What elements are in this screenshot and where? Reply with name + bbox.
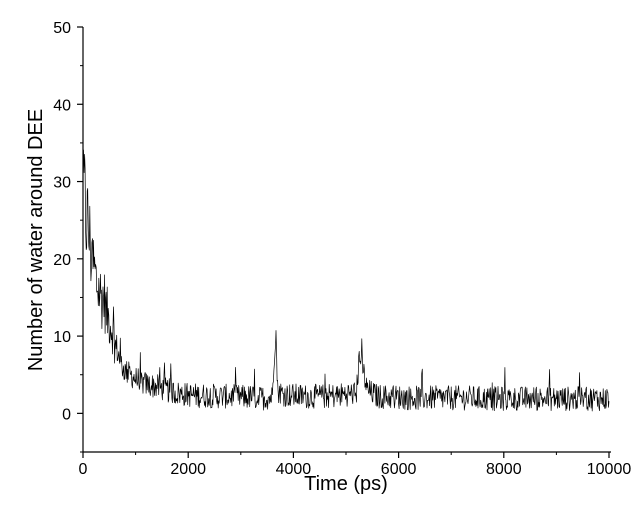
axes: 0 2000 4000 6000 8000 10000 0 10 20 30 40 50 <box>53 20 631 478</box>
y-tick-label: 40 <box>53 97 71 114</box>
y-axis-title: Number of water around DEE <box>25 109 47 371</box>
y-tick-label: 10 <box>53 329 71 346</box>
x-tick-label: 6000 <box>381 461 417 478</box>
y-tick-label: 30 <box>53 175 71 192</box>
x-tick-label: 8000 <box>486 461 522 478</box>
series-line-0 <box>82 149 610 412</box>
x-tick-label: 10000 <box>587 461 632 478</box>
y-tick-label: 20 <box>53 252 71 269</box>
x-tick-label: 4000 <box>276 461 312 478</box>
plot-area <box>82 149 610 412</box>
y-tick-label: 50 <box>53 20 71 37</box>
x-tick-label: 0 <box>79 461 88 478</box>
y-tick-label: 0 <box>62 406 71 423</box>
x-tick-label: 2000 <box>170 461 206 478</box>
x-axis-title: Time (ps) <box>304 473 388 495</box>
